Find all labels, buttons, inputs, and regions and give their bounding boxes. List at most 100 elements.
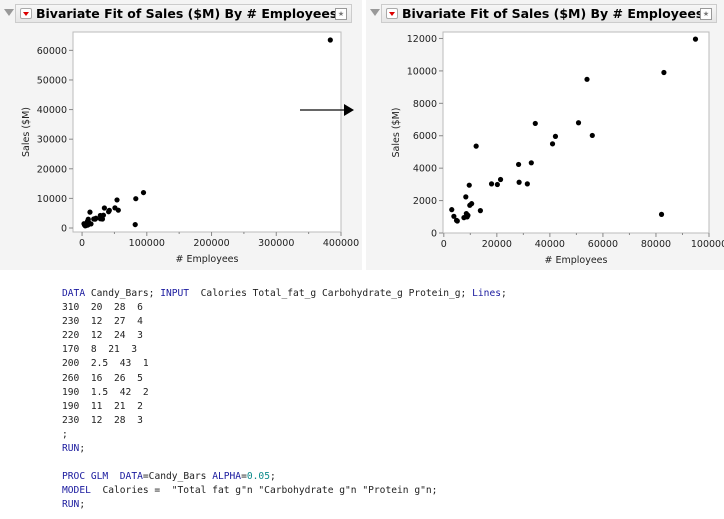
code-line: 310 20 28 6 xyxy=(62,301,507,315)
x-tick-label: 400000 xyxy=(323,238,359,249)
disclosure-triangle-icon[interactable] xyxy=(370,9,380,16)
y-tick-label: 0 xyxy=(61,224,67,235)
code-keyword: MODEL xyxy=(62,485,91,497)
x-tick-label: 60000 xyxy=(588,239,618,250)
x-tick-label: 100000 xyxy=(129,238,165,249)
code-text: 220 12 24 3 xyxy=(62,330,143,342)
report-header: Bivariate Fit of Sales ($M) By # Employe… xyxy=(15,4,352,23)
x-tick-label: 0 xyxy=(79,238,85,249)
code-text: ; xyxy=(79,499,86,511)
code-text: ; xyxy=(62,428,68,440)
code-number: 0.05 xyxy=(246,471,270,483)
red-triangle-menu-icon[interactable] xyxy=(386,8,398,19)
code-keyword: Lines xyxy=(472,288,502,299)
y-tick-label: 20000 xyxy=(37,164,67,175)
data-point xyxy=(584,76,590,82)
data-point xyxy=(115,207,121,213)
data-point xyxy=(101,205,107,211)
disclosure-triangle-icon[interactable] xyxy=(4,9,14,16)
code-line: 170 8 21 3 xyxy=(62,343,507,357)
data-point xyxy=(451,213,457,219)
y-axis-label: Sales ($M) xyxy=(21,107,32,157)
plot-frame xyxy=(442,31,710,234)
code-line: ; xyxy=(62,428,507,442)
data-point xyxy=(661,69,667,76)
y-tick-label: 12000 xyxy=(407,34,437,45)
y-tick-label: 40000 xyxy=(37,105,67,116)
data-point xyxy=(465,212,471,218)
pin-icon[interactable]: ★ xyxy=(335,8,347,20)
data-point xyxy=(140,189,147,196)
code-keyword: RUN xyxy=(62,443,80,455)
left-report-panel: Bivariate Fit of Sales ($M) By # Employe… xyxy=(0,0,362,270)
data-point xyxy=(132,221,138,228)
data-point xyxy=(473,143,479,149)
x-tick-label: 200000 xyxy=(193,238,229,249)
data-point xyxy=(463,194,469,200)
x-axis-label: # Employees xyxy=(545,255,608,266)
report-title: Bivariate Fit of Sales ($M) By # Employe… xyxy=(402,6,704,21)
data-point xyxy=(133,196,139,202)
x-tick-label: 0 xyxy=(441,239,447,250)
y-tick-label: 10000 xyxy=(407,66,437,77)
data-point xyxy=(532,120,538,127)
code-keyword: DATA xyxy=(62,288,86,299)
y-tick-label: 6000 xyxy=(413,131,437,142)
code-keyword: DATA xyxy=(119,471,143,483)
red-triangle-menu-icon[interactable] xyxy=(20,8,32,19)
scatter-plot-right: 0 20000 40000 60000 80000 100000 0 2000 4000 6000… xyxy=(391,31,724,266)
code-text xyxy=(108,471,120,482)
code-text: ; xyxy=(79,443,86,455)
data-point xyxy=(454,218,460,224)
code-text: Candy_Bars; xyxy=(85,288,161,299)
code-text: 170 8 21 3 xyxy=(62,344,138,356)
data-point xyxy=(494,181,500,188)
code-keyword: RUN xyxy=(62,499,80,511)
code-text: 310 20 28 6 xyxy=(62,302,143,314)
data-point xyxy=(497,176,504,183)
data-point xyxy=(528,160,534,166)
x-tick-label: 20000 xyxy=(482,239,512,250)
x-axis-label: # Employees xyxy=(176,254,239,265)
y-tick-label: 2000 xyxy=(413,196,437,207)
code-line: 230 12 28 3 xyxy=(62,414,507,428)
code-text: 230 12 27 4 xyxy=(62,316,143,328)
code-text: 200 2.5 43 1 xyxy=(62,358,149,370)
code-keyword: INPUT xyxy=(160,288,190,299)
data-point xyxy=(552,133,559,139)
x-tick-label: 300000 xyxy=(258,238,294,249)
code-text: = xyxy=(241,471,247,483)
y-tick-label: 50000 xyxy=(37,75,67,86)
y-axis-label: Sales ($M) xyxy=(391,108,402,158)
code-text: Calories = "Total fat g"n "Carbohydrate … xyxy=(90,485,438,497)
code-text: 230 12 28 3 xyxy=(62,414,143,426)
code-line: MODEL Calories = "Total fat g"n "Carbohy… xyxy=(62,484,507,498)
x-tick-label: 80000 xyxy=(641,239,671,250)
code-line: 200 2.5 43 1 xyxy=(62,357,507,371)
data-point xyxy=(466,182,472,188)
y-tick-label: 0 xyxy=(431,229,437,240)
report-title: Bivariate Fit of Sales ($M) By # Employe… xyxy=(36,6,338,21)
y-tick-label: 10000 xyxy=(37,194,67,205)
right-report-panel: Bivariate Fit of Sales ($M) By # Employe… xyxy=(366,0,724,270)
sas-code-block: DATA Candy_Bars; INPUT Calories Total_fa… xyxy=(62,287,507,513)
code-line xyxy=(62,456,507,470)
x-tick-label: 40000 xyxy=(535,239,565,250)
y-tick-label: 4000 xyxy=(413,164,437,175)
code-line: 190 1.5 42 2 xyxy=(62,386,507,400)
code-text: 260 16 26 5 xyxy=(62,372,143,384)
code-text: Calories Total_fat_g Carbohydrate_g Prot… xyxy=(189,288,473,299)
data-point xyxy=(575,120,582,126)
y-tick-label: 60000 xyxy=(37,46,67,57)
code-text: ; xyxy=(269,471,276,483)
data-point xyxy=(87,209,93,215)
code-line: RUN; xyxy=(62,442,507,456)
code-keyword: ALPHA xyxy=(212,471,242,483)
pin-icon[interactable]: ★ xyxy=(700,8,712,20)
code-line: 190 11 21 2 xyxy=(62,400,507,414)
data-point xyxy=(658,211,665,217)
data-point xyxy=(88,221,94,227)
data-point xyxy=(100,212,107,218)
code-line: RUN; xyxy=(62,498,507,512)
code-text: ; xyxy=(501,288,507,299)
